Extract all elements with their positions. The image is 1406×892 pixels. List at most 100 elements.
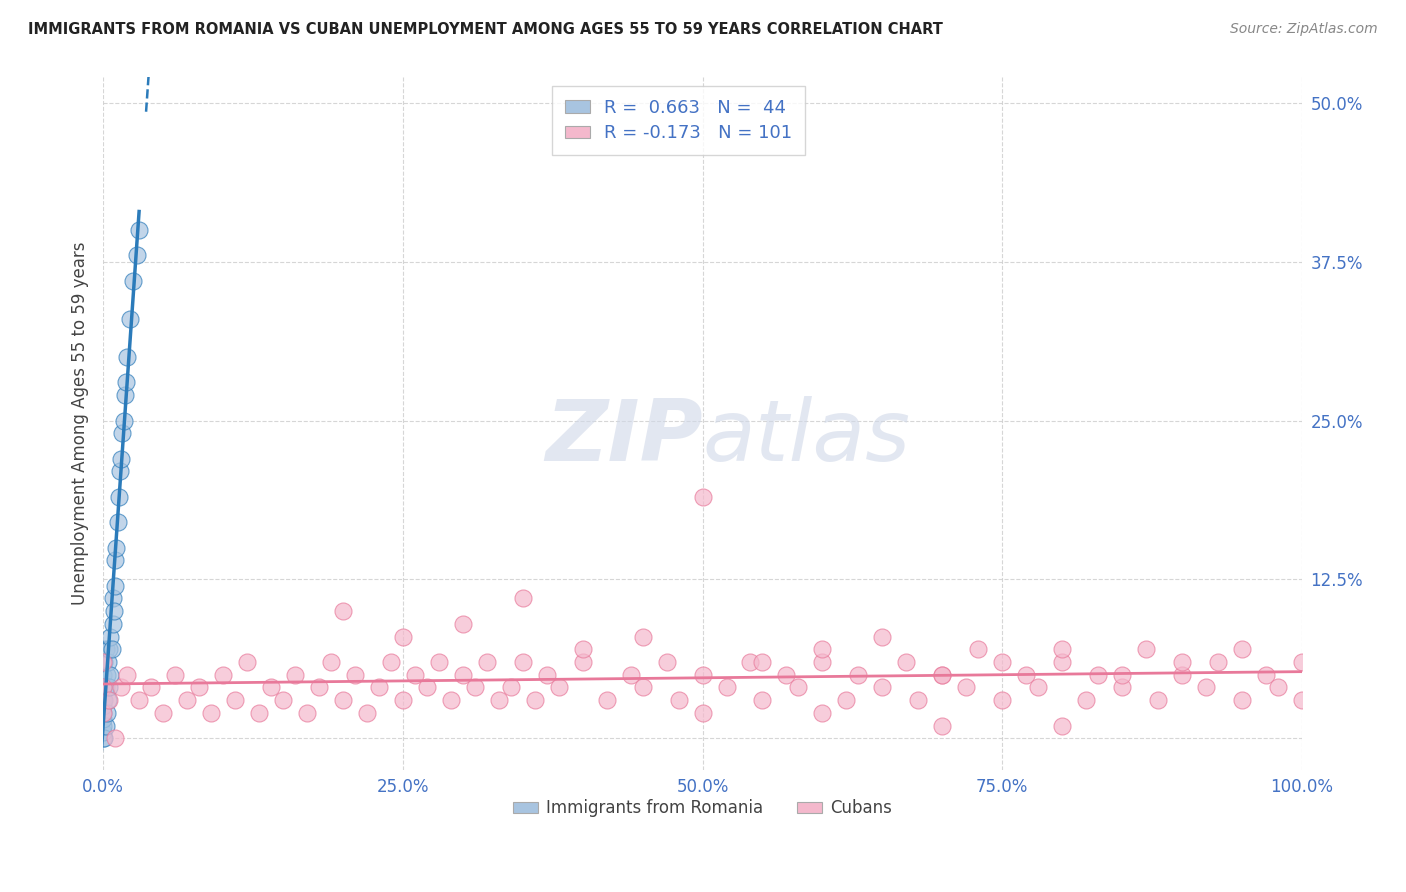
Point [907,693,929,707]
Point [91,655,114,669]
Point [104,731,127,746]
Point [991,655,1014,669]
Point [98,693,121,707]
Point [931,718,953,732]
Point [1171,667,1194,681]
Point [343,667,366,681]
Point [464,681,486,695]
Point [295,706,318,720]
Point [125,248,148,262]
Point [91,712,114,726]
Point [955,681,977,695]
Point [775,667,797,681]
Point [488,693,510,707]
Point [188,681,211,695]
Point [110,451,132,466]
Point [1206,655,1229,669]
Point [1076,693,1098,707]
Point [1050,655,1073,669]
Point [97,655,120,669]
Point [212,667,235,681]
Point [1087,667,1109,681]
Point [1291,693,1313,707]
Point [595,693,617,707]
Point [308,681,330,695]
Point [98,681,121,695]
Point [93,731,115,746]
Point [91,706,114,720]
Point [103,604,125,618]
Point [96,706,118,720]
Point [1111,667,1133,681]
Point [571,655,593,669]
Point [451,616,474,631]
Point [91,667,114,681]
Point [475,655,498,669]
Point [97,693,120,707]
Point [115,667,138,681]
Point [811,642,834,657]
Point [571,642,593,657]
Point [271,693,294,707]
Point [931,667,953,681]
Point [101,591,124,606]
Point [751,655,773,669]
Point [91,681,114,695]
Point [1050,642,1073,657]
Point [967,642,990,657]
Point [332,693,354,707]
Point [176,693,198,707]
Point [91,681,114,695]
Point [91,706,114,720]
Point [115,376,138,390]
Point [1254,667,1277,681]
Point [139,681,162,695]
Point [114,388,136,402]
Point [896,655,918,669]
Point [91,699,114,714]
Point [104,579,127,593]
Point [536,667,558,681]
Point [111,426,134,441]
Point [107,515,129,529]
Point [692,706,714,720]
Point [547,681,569,695]
Point [848,667,870,681]
Point [451,667,474,681]
Point [91,693,114,707]
Point [404,667,426,681]
Point [93,655,115,669]
Point [1230,642,1253,657]
Point [152,706,174,720]
Point [94,642,117,657]
Point [104,553,127,567]
Text: IMMIGRANTS FROM ROMANIA VS CUBAN UNEMPLOYMENT AMONG AGES 55 TO 59 YEARS CORRELAT: IMMIGRANTS FROM ROMANIA VS CUBAN UNEMPLO… [28,22,943,37]
Point [991,693,1014,707]
Point [380,655,402,669]
Text: Source: ZipAtlas.com: Source: ZipAtlas.com [1230,22,1378,37]
Point [416,681,439,695]
Point [98,667,121,681]
Y-axis label: Unemployment Among Ages 55 to 59 years: Unemployment Among Ages 55 to 59 years [72,242,89,606]
Point [1015,667,1038,681]
Point [392,693,415,707]
Point [165,667,187,681]
Legend: Immigrants from Romania, Cubans: Immigrants from Romania, Cubans [506,793,898,824]
Point [93,693,115,707]
Point [1111,681,1133,695]
Point [110,681,132,695]
Point [367,681,389,695]
Point [128,693,150,707]
Point [107,490,129,504]
Point [716,681,738,695]
Point [655,655,678,669]
Point [811,655,834,669]
Point [94,718,117,732]
Point [247,706,270,720]
Point [512,591,534,606]
Point [200,706,222,720]
Point [440,693,463,707]
Point [631,681,654,695]
Point [101,616,124,631]
Point [872,681,894,695]
